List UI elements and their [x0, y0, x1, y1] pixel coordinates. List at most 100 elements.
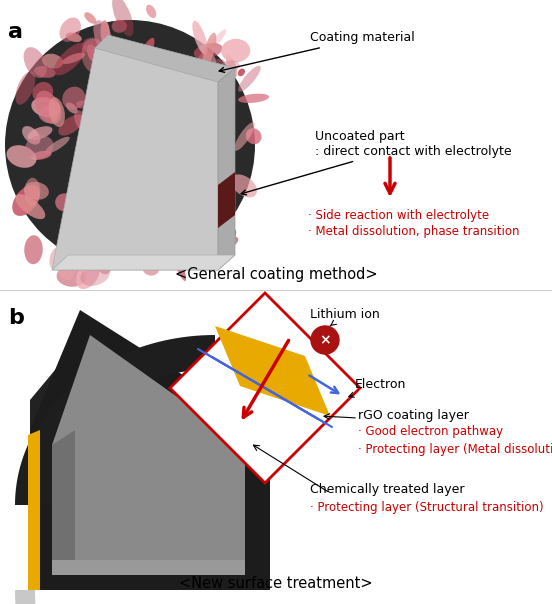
Ellipse shape	[98, 130, 123, 143]
Ellipse shape	[73, 176, 91, 196]
Ellipse shape	[208, 231, 233, 255]
Ellipse shape	[213, 158, 234, 174]
Ellipse shape	[146, 5, 156, 18]
Ellipse shape	[172, 111, 189, 138]
Ellipse shape	[157, 230, 182, 257]
Polygon shape	[30, 540, 270, 590]
Ellipse shape	[45, 137, 70, 154]
Ellipse shape	[112, 20, 127, 33]
Polygon shape	[170, 293, 360, 483]
Ellipse shape	[30, 151, 52, 160]
Ellipse shape	[142, 261, 160, 275]
Ellipse shape	[172, 129, 187, 146]
Ellipse shape	[62, 53, 85, 64]
Text: <New surface treatment>: <New surface treatment>	[179, 576, 373, 591]
Ellipse shape	[178, 138, 195, 156]
Ellipse shape	[112, 0, 134, 36]
Text: Lithium ion: Lithium ion	[310, 309, 380, 326]
Ellipse shape	[163, 91, 182, 111]
Ellipse shape	[169, 161, 194, 176]
Ellipse shape	[66, 33, 82, 42]
Polygon shape	[52, 335, 245, 575]
Ellipse shape	[128, 123, 135, 132]
Ellipse shape	[42, 54, 63, 69]
Ellipse shape	[36, 91, 61, 124]
Ellipse shape	[100, 21, 110, 47]
Ellipse shape	[93, 21, 113, 55]
Ellipse shape	[221, 60, 240, 72]
Ellipse shape	[202, 89, 217, 105]
Ellipse shape	[238, 66, 261, 92]
Ellipse shape	[151, 246, 163, 266]
Ellipse shape	[167, 194, 188, 201]
Ellipse shape	[34, 66, 56, 78]
Ellipse shape	[72, 228, 87, 243]
Ellipse shape	[203, 33, 216, 67]
Polygon shape	[0, 590, 270, 604]
Text: <General coating method>: <General coating method>	[174, 268, 378, 283]
Ellipse shape	[22, 126, 40, 144]
Polygon shape	[15, 335, 215, 505]
Ellipse shape	[95, 215, 110, 237]
Ellipse shape	[174, 76, 190, 91]
Ellipse shape	[49, 247, 64, 269]
Ellipse shape	[130, 121, 143, 134]
Ellipse shape	[182, 182, 197, 197]
Text: · Metal dissolution, phase transition: · Metal dissolution, phase transition	[308, 225, 519, 239]
Ellipse shape	[95, 243, 113, 274]
Ellipse shape	[84, 12, 96, 24]
Polygon shape	[52, 430, 75, 575]
Ellipse shape	[199, 237, 216, 255]
Text: Uncoated part
: direct contact with electrolyte: Uncoated part : direct contact with elec…	[241, 130, 512, 195]
Ellipse shape	[80, 188, 103, 202]
Ellipse shape	[152, 162, 180, 170]
Ellipse shape	[189, 129, 201, 162]
Ellipse shape	[24, 47, 47, 78]
Circle shape	[311, 326, 339, 354]
Ellipse shape	[209, 59, 226, 76]
Text: · Protecting layer (Metal dissolution): · Protecting layer (Metal dissolution)	[358, 443, 552, 455]
Polygon shape	[52, 48, 218, 270]
Ellipse shape	[162, 156, 184, 176]
Ellipse shape	[57, 266, 86, 287]
Ellipse shape	[192, 21, 208, 54]
Ellipse shape	[33, 82, 53, 103]
Text: · Good electron pathway: · Good electron pathway	[358, 425, 503, 439]
Ellipse shape	[24, 182, 49, 200]
Ellipse shape	[153, 103, 169, 120]
Ellipse shape	[107, 111, 124, 137]
Polygon shape	[55, 50, 220, 265]
Ellipse shape	[24, 178, 40, 206]
Ellipse shape	[25, 135, 54, 159]
Ellipse shape	[194, 43, 222, 59]
Ellipse shape	[222, 197, 235, 214]
Ellipse shape	[172, 249, 186, 281]
Ellipse shape	[238, 69, 245, 76]
Ellipse shape	[146, 179, 159, 195]
Ellipse shape	[211, 226, 235, 253]
Ellipse shape	[92, 82, 112, 103]
Ellipse shape	[102, 59, 117, 78]
Polygon shape	[218, 172, 235, 228]
Ellipse shape	[31, 97, 61, 117]
Ellipse shape	[110, 184, 134, 191]
Ellipse shape	[197, 52, 216, 72]
Ellipse shape	[132, 110, 140, 122]
Polygon shape	[218, 68, 235, 270]
Ellipse shape	[15, 71, 35, 104]
Ellipse shape	[5, 20, 255, 270]
Ellipse shape	[188, 127, 200, 143]
Ellipse shape	[208, 236, 238, 254]
Ellipse shape	[106, 101, 143, 126]
Ellipse shape	[82, 39, 108, 74]
Ellipse shape	[234, 122, 254, 151]
Ellipse shape	[49, 97, 65, 127]
Ellipse shape	[246, 128, 262, 144]
Ellipse shape	[82, 37, 103, 54]
Text: b: b	[8, 308, 24, 328]
Polygon shape	[52, 560, 245, 575]
Ellipse shape	[194, 75, 211, 92]
Ellipse shape	[74, 110, 89, 132]
Polygon shape	[30, 310, 270, 590]
Ellipse shape	[75, 220, 97, 240]
